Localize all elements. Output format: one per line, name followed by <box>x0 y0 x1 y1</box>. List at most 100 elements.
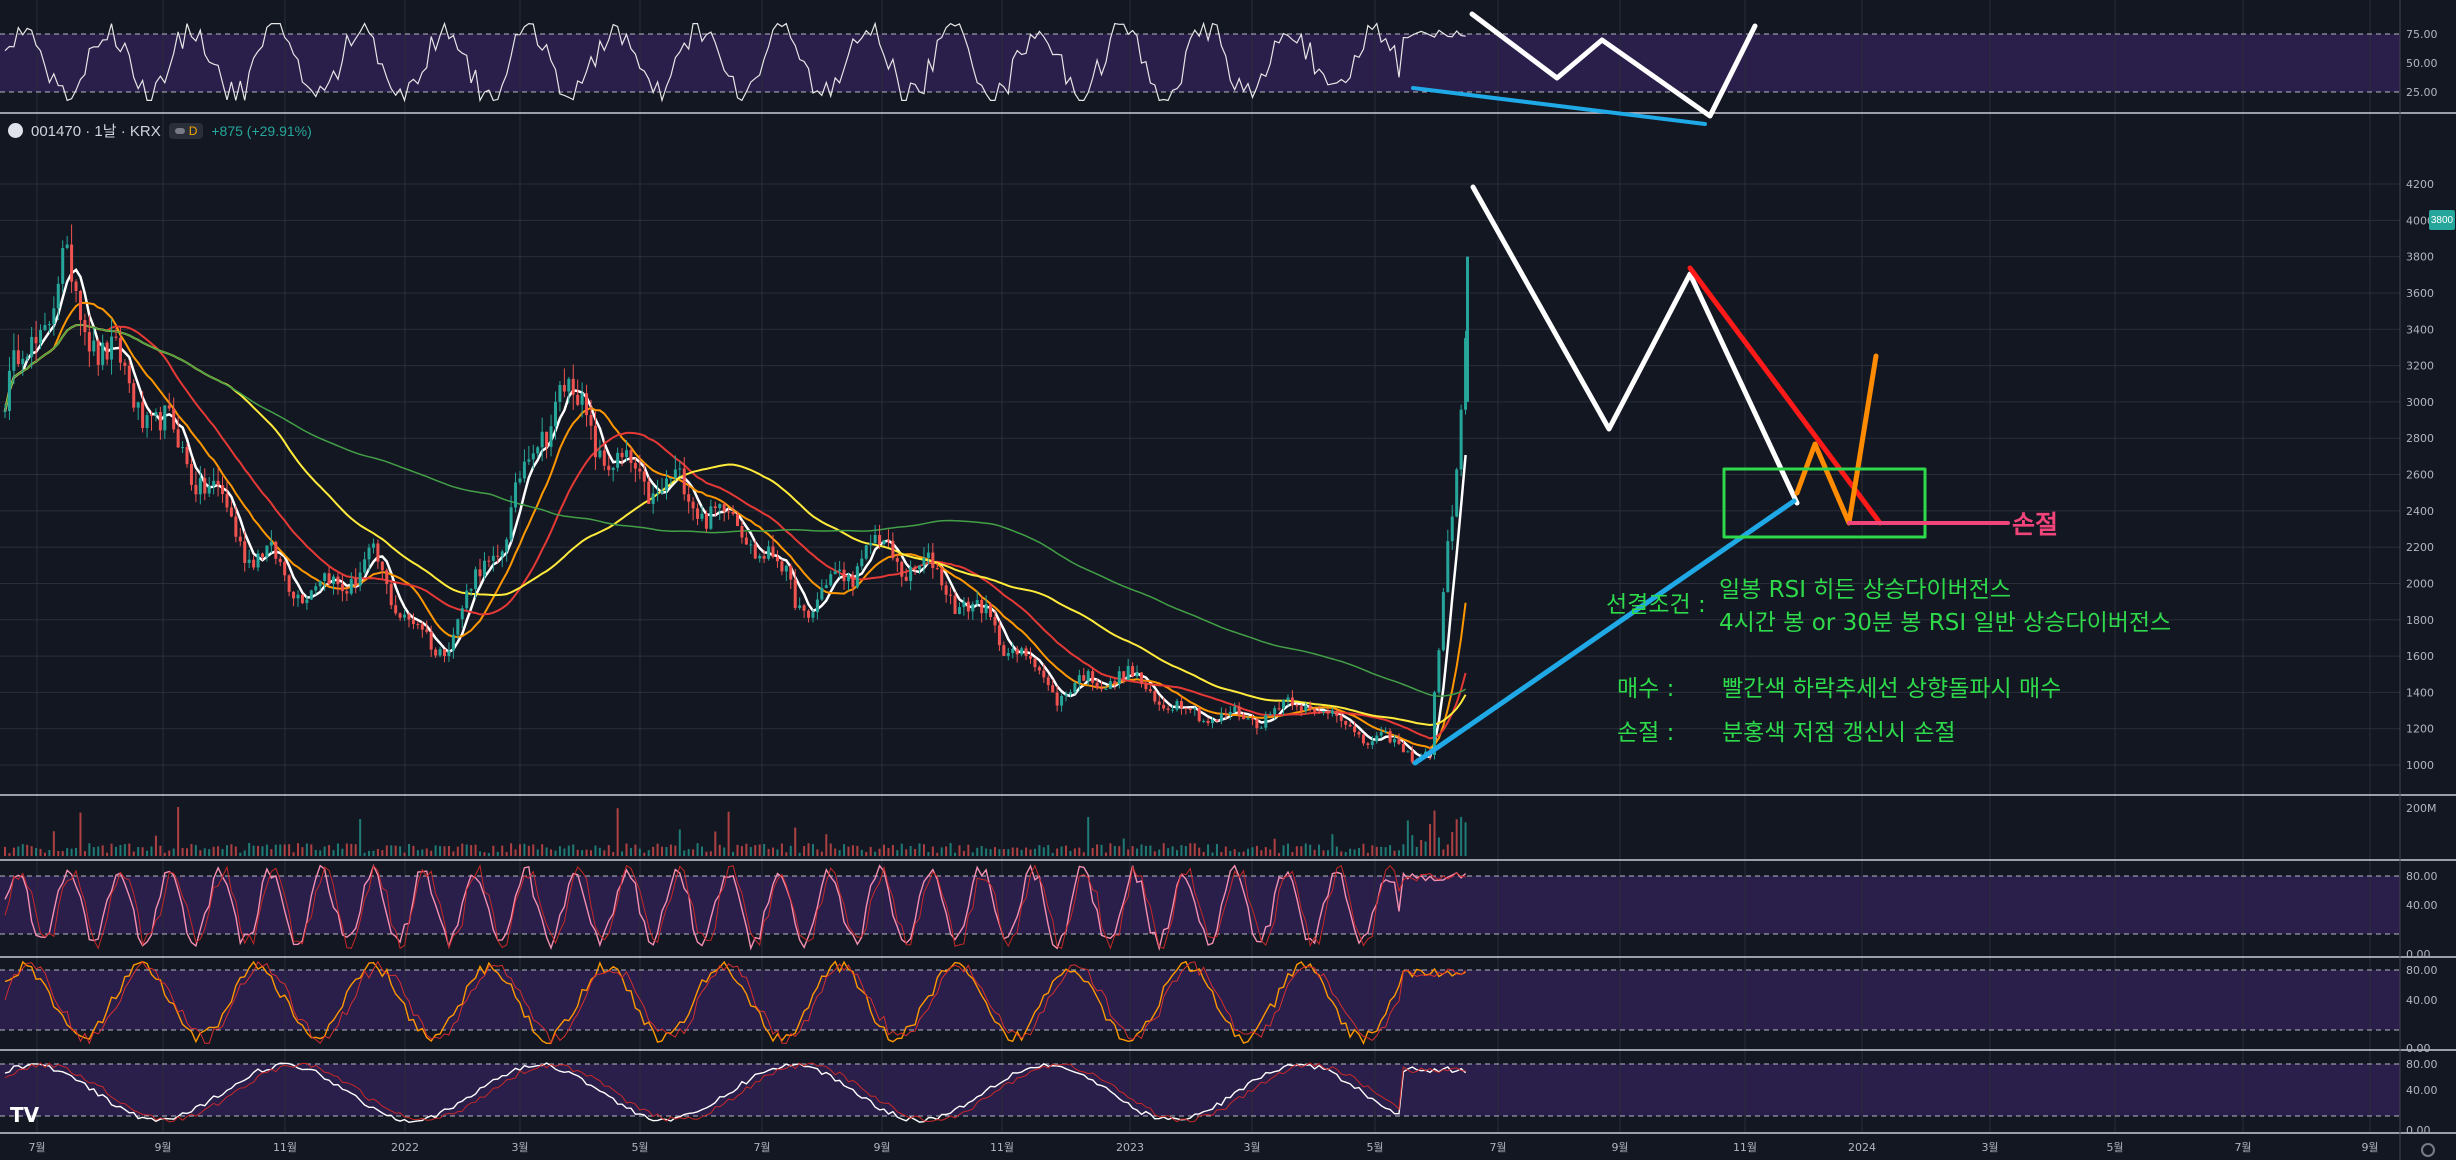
tradingview-logo-icon[interactable]: TV <box>10 1103 40 1127</box>
settings-icon[interactable] <box>2421 1143 2435 1157</box>
volume-bar <box>319 850 322 856</box>
osc-tick-label: 0.00 <box>2406 948 2431 961</box>
candle-body <box>296 594 300 599</box>
volume-bar <box>1202 851 1205 856</box>
candle-body <box>522 461 526 479</box>
support-blue[interactable] <box>1412 498 1797 766</box>
price-projection-white[interactable] <box>1470 184 1800 506</box>
volume-bar <box>57 850 60 856</box>
candle-body <box>1082 675 1086 681</box>
candle-body <box>1379 731 1383 736</box>
volume-bar <box>1056 848 1059 856</box>
price-tick-label: 1200 <box>2406 723 2434 736</box>
volume-bar <box>385 845 388 856</box>
candle-body <box>789 565 793 580</box>
volume-bar <box>221 849 224 856</box>
volume-bar <box>363 852 366 856</box>
candle-body <box>385 570 389 585</box>
volume-bar <box>434 845 437 856</box>
candle-body <box>1131 666 1135 677</box>
volume-bar <box>687 849 690 856</box>
x-axis-label: 7월 <box>1489 1141 1506 1154</box>
candle-body <box>145 415 149 428</box>
candle-body <box>869 543 873 546</box>
candle-body <box>878 534 882 545</box>
volume-bar <box>985 848 988 856</box>
x-axis-label: 2022 <box>391 1141 419 1154</box>
candle-body <box>1313 709 1317 712</box>
volume-bar <box>310 844 313 856</box>
candle-body <box>482 560 486 577</box>
candle-body <box>83 320 87 333</box>
volume-bar <box>110 843 113 856</box>
rsi-tick-label: 25.00 <box>2406 86 2438 99</box>
volume-bar <box>1318 844 1321 856</box>
candle-body <box>966 601 970 612</box>
candle-body <box>74 281 78 292</box>
candle-body <box>718 504 722 509</box>
rsi-projection-white[interactable] <box>1469 11 1758 119</box>
candle-body <box>1308 705 1312 710</box>
volume-bar <box>1251 847 1254 856</box>
downtrend-red[interactable] <box>1687 265 1883 526</box>
price-tick-label: 2000 <box>2406 577 2434 590</box>
stop-line-label: 손절 <box>2012 510 2059 539</box>
volume-bar <box>1375 846 1378 856</box>
ticker-line[interactable]: 001470 · 1날 · KRX <box>31 123 161 140</box>
volume-bar <box>1260 850 1263 856</box>
volume-bar <box>581 850 584 856</box>
candle-body <box>1091 671 1095 683</box>
volume-bar <box>106 852 109 856</box>
candle-body <box>531 453 535 460</box>
candle-body <box>824 585 828 588</box>
candle-body <box>105 342 109 360</box>
volume-bar <box>567 845 570 856</box>
candle-body <box>678 468 682 470</box>
oscillator-line <box>4 1062 1467 1124</box>
volume-bar <box>150 846 153 856</box>
volume-bar <box>1269 849 1272 856</box>
candle-body <box>1361 734 1365 744</box>
volume-bar <box>621 851 624 856</box>
candle-body <box>1317 711 1321 713</box>
rsi-divergence-blue[interactable] <box>1411 86 1707 126</box>
volume-bar <box>736 844 739 856</box>
candle-body <box>993 616 997 626</box>
candle-body <box>1211 719 1215 724</box>
candle-body <box>949 594 953 596</box>
volume-bar <box>203 848 206 856</box>
volume-bar <box>1091 847 1094 856</box>
candle-body <box>1144 683 1148 690</box>
volume-bar <box>1331 834 1334 856</box>
candle-body <box>842 569 846 582</box>
candle-body <box>1250 718 1254 720</box>
volume-bar <box>887 847 890 856</box>
candle-body <box>722 504 726 512</box>
volume-bar <box>52 831 55 856</box>
volume-bar <box>949 843 952 856</box>
candle-body <box>989 604 993 617</box>
moving-averages <box>3 267 1467 759</box>
volume-bar <box>1384 847 1387 856</box>
candle-body <box>1388 730 1392 743</box>
candle-body <box>229 507 233 517</box>
volume-bar <box>1011 847 1014 856</box>
volume-bar <box>514 849 517 856</box>
volume-bar <box>1358 847 1361 856</box>
interval-badge[interactable]: D <box>168 122 204 139</box>
x-axis-label: 5월 <box>2106 1141 2123 1154</box>
candle-body <box>354 578 358 586</box>
candle-body <box>833 571 837 575</box>
candle-body <box>465 590 469 609</box>
volume-bar <box>909 845 912 856</box>
candle-body <box>633 462 637 469</box>
volume-bar <box>70 848 73 856</box>
entry-zone-box[interactable] <box>1722 467 1927 539</box>
candle-body <box>1264 715 1268 728</box>
price-tick-label: 3000 <box>2406 396 2434 409</box>
candle-body <box>478 569 482 577</box>
volume-bar <box>1136 848 1139 856</box>
volume-bar <box>4 846 6 856</box>
candle-body <box>1215 719 1219 722</box>
